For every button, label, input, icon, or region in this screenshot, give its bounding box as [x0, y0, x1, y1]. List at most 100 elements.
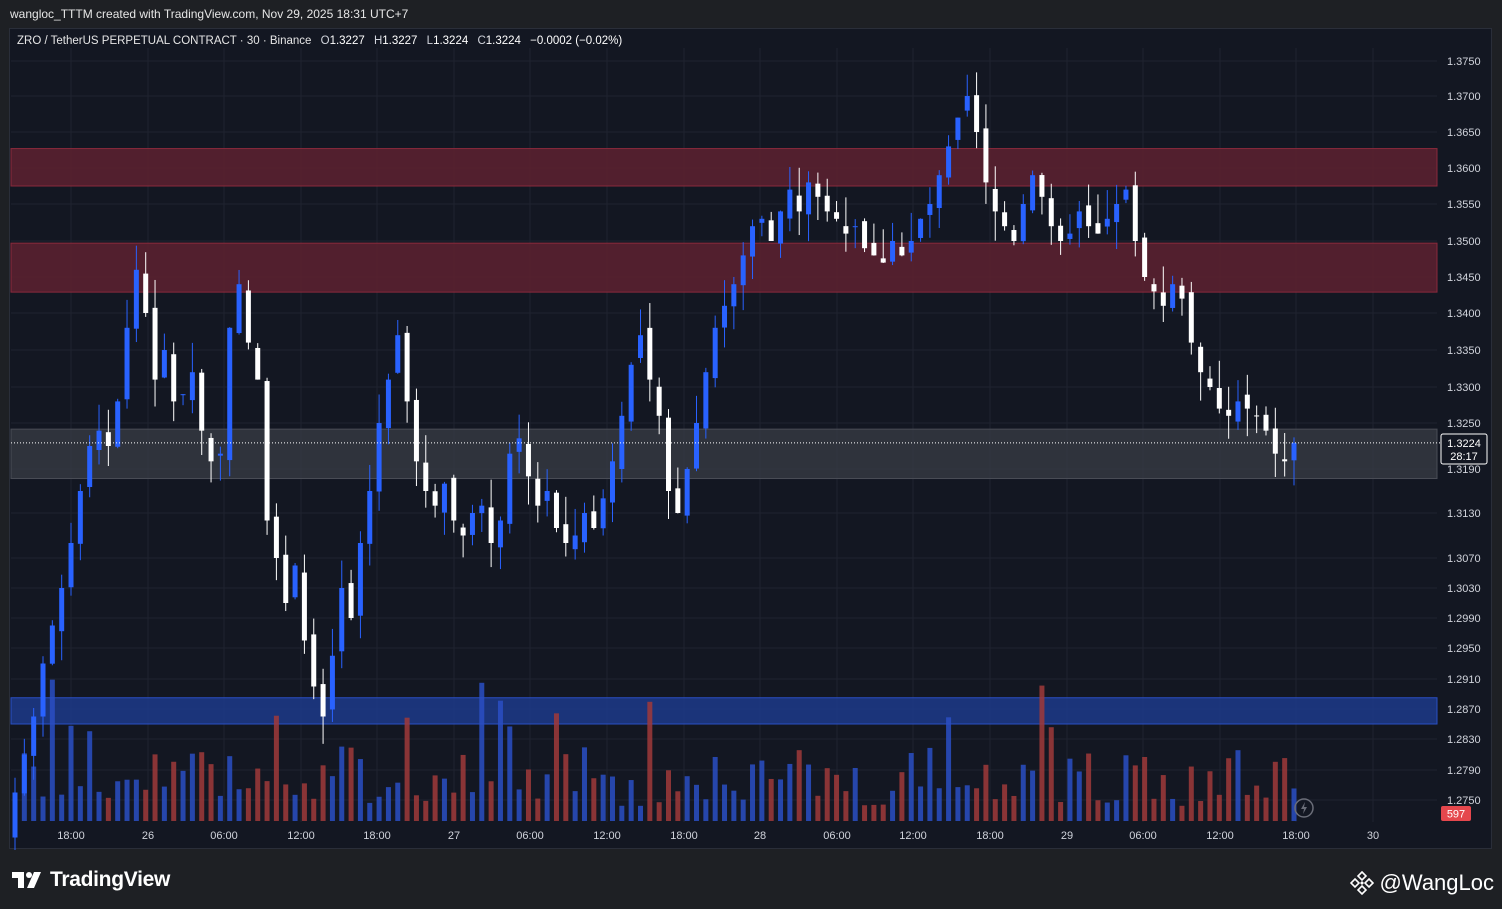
candle-body [852, 226, 858, 228]
volume-bar [628, 780, 634, 821]
volume-bar [385, 787, 391, 821]
candle-body [339, 588, 345, 652]
volume-bar [1048, 727, 1054, 821]
high-label: H [373, 35, 383, 47]
volume-bar [68, 725, 74, 821]
volume-bar [1207, 771, 1213, 821]
volume-bar [722, 784, 728, 821]
candle-body [133, 269, 139, 329]
volume-bar [750, 764, 756, 821]
candle-body [1263, 414, 1269, 431]
volume-bar [1170, 798, 1176, 821]
candle-body [544, 491, 550, 501]
price-tag-countdown: 28:17 [1450, 451, 1478, 463]
volume-bar [1123, 755, 1129, 821]
volume-bar [759, 760, 765, 821]
high-value: 1.3227 [382, 35, 418, 47]
volume-bar [133, 779, 139, 821]
tradingview-logo[interactable]: TradingView [12, 868, 170, 892]
x-tick-label: 27 [448, 830, 460, 842]
candle-body [572, 535, 578, 550]
volume-bar [507, 726, 513, 821]
candle-body [899, 246, 905, 256]
candle-body [666, 417, 672, 491]
candle-body [115, 401, 121, 447]
volume-bar [1142, 757, 1148, 821]
volume-bar [703, 799, 709, 821]
y-tick-label: 1.3130 [1447, 508, 1481, 520]
candle-body [460, 527, 466, 536]
x-tick-label: 18:00 [1282, 830, 1310, 842]
candle-body [1179, 285, 1185, 299]
volume-bar [1030, 770, 1036, 821]
credit-text: wangloc_TTTM created with TradingView.co… [10, 7, 409, 21]
candle-body [432, 491, 438, 506]
volume-bar [161, 786, 167, 821]
candle-body [1067, 233, 1073, 239]
volume-bar [600, 774, 606, 821]
candle-body [87, 446, 93, 487]
volume-bar [1132, 765, 1138, 821]
volume-bar [964, 785, 970, 821]
candle-body [1114, 204, 1120, 223]
volume-bar [115, 781, 121, 821]
volume-bar [1067, 758, 1073, 821]
volume-bar [348, 747, 354, 821]
candle-body [1254, 415, 1260, 417]
volume-bar [264, 781, 270, 821]
candle-body [404, 332, 410, 402]
y-tick-label: 1.3250 [1447, 418, 1481, 430]
candle-body [759, 218, 765, 223]
candle-body [1226, 409, 1232, 416]
volume-bar [432, 775, 438, 821]
volume-bar [1160, 775, 1166, 821]
volume-bar [637, 805, 643, 821]
y-tick-label: 1.3070 [1447, 553, 1481, 565]
volume-bar [1076, 771, 1082, 821]
candle-body [591, 511, 597, 528]
x-tick-label: 06:00 [823, 830, 851, 842]
candle-body [750, 226, 756, 257]
volume-bar [217, 795, 223, 821]
volume-bar [525, 769, 531, 821]
candle-body [1160, 292, 1166, 306]
volume-bar [516, 789, 522, 821]
candle-body [806, 182, 812, 215]
candle-body [68, 543, 74, 588]
volume-bar [1151, 798, 1157, 821]
y-tick-label: 1.2950 [1447, 643, 1481, 655]
candle-body [320, 684, 326, 717]
change-value: −0.0002 (−0.02%) [530, 35, 623, 47]
zone-resistance [10, 242, 1438, 293]
candle-body [1142, 237, 1148, 277]
candle-body [553, 492, 559, 528]
candle-body [329, 655, 335, 710]
volume-bar [441, 778, 447, 821]
volume-bar [329, 776, 335, 821]
volume-bar [806, 764, 812, 821]
volume-bar [656, 802, 662, 821]
candle-body [1048, 198, 1054, 227]
volume-bar [171, 761, 177, 821]
candle-body [1076, 211, 1082, 229]
volume-bar [40, 796, 46, 821]
volume-bar [395, 782, 401, 821]
y-tick-label: 1.3350 [1447, 345, 1481, 357]
volume-bar [834, 774, 840, 821]
close-value: 1.3224 [485, 35, 521, 47]
candle-body [208, 437, 214, 462]
lightning-icon[interactable] [1294, 798, 1314, 818]
time-axis: 18:00 26 06:00 12:00 18:00 27 06:00 12:00 18:00 2… [57, 830, 1379, 842]
candle-body [507, 453, 513, 524]
close-label: C [477, 35, 486, 47]
candle-body [1151, 284, 1157, 292]
candle-body [787, 189, 793, 219]
volume-bar [1198, 801, 1204, 821]
candle-body [273, 516, 279, 558]
candle-body [834, 212, 840, 219]
x-tick-label: 29 [1061, 830, 1073, 842]
candle-body [525, 443, 531, 477]
volume-bar [1104, 802, 1110, 821]
x-tick-label: 12:00 [1206, 830, 1234, 842]
